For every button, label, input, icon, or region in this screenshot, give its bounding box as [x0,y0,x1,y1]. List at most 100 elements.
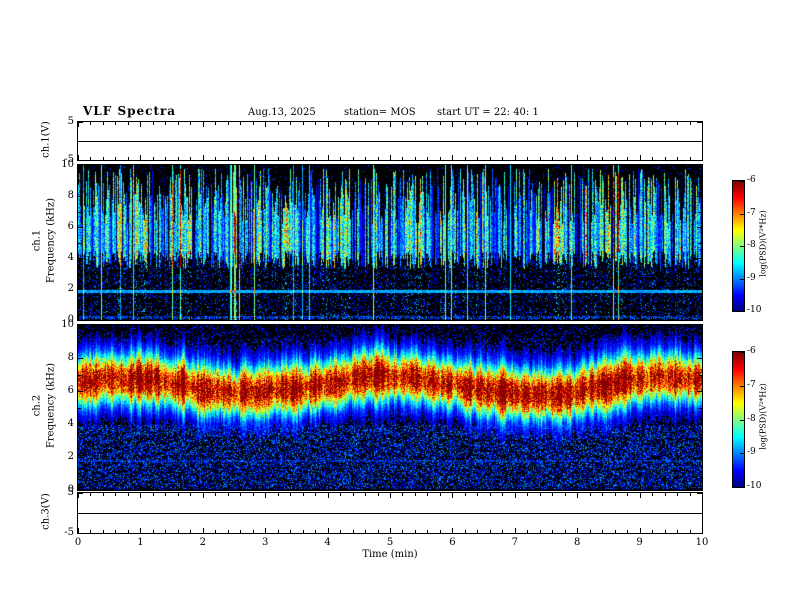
x-tick-mark [415,530,416,533]
x-tick-mark [452,493,453,498]
x-tick-mark [353,487,354,490]
x-tick-mark [215,317,216,320]
x-tick-mark [615,325,616,328]
x-tick-label: 5 [386,537,394,548]
x-tick-mark [378,493,379,496]
x-tick-mark [490,165,491,168]
x-tick-mark [452,315,453,320]
y-tick-mark [78,533,83,534]
x-tick-mark [627,530,628,533]
x-tick-mark [502,487,503,490]
y-minor-tick-mark [78,408,81,409]
x-tick-mark [278,325,279,328]
x-tick-mark [627,487,628,490]
x-tick-label: 0 [74,537,82,548]
x-tick-mark [552,325,553,328]
x-tick-mark [265,485,266,490]
x-tick-mark [115,530,116,533]
x-tick-mark [190,493,191,496]
y-minor-tick-mark [78,375,81,376]
x-tick-mark [490,325,491,328]
y-tick-label: 2 [67,451,74,462]
x-tick-mark [240,493,241,496]
y-tick-mark [697,289,702,290]
x-tick-label: 10 [695,537,709,548]
x-tick-mark [565,530,566,533]
y-tick-mark [78,165,83,166]
x-tick-mark [203,155,204,160]
y-tick-mark [697,122,702,123]
y-minor-tick-mark [78,274,81,275]
x-tick-mark [290,317,291,320]
x-tick-mark [265,165,266,170]
x-tick-mark [190,487,191,490]
x-tick-mark [677,487,678,490]
y-tick-label: -5 [64,154,74,165]
colorbar-tick-label: -10 [747,305,762,315]
ch3-voltage-panel [77,492,703,534]
x-tick-mark [702,528,703,533]
x-tick-mark [390,155,391,160]
x-tick-mark [228,122,229,125]
x-tick-mark [652,487,653,490]
x-tick-mark [315,165,316,168]
x-tick-mark [328,122,329,127]
y-tick-mark [78,289,83,290]
x-tick-mark [203,325,204,330]
x-tick-mark [340,493,341,496]
y-tick-mark [697,196,702,197]
x-tick-mark [365,530,366,533]
x-tick-mark [290,122,291,125]
x-tick-mark [290,165,291,168]
x-tick-mark [340,157,341,160]
x-tick-mark [527,122,528,125]
x-tick-mark [253,530,254,533]
x-tick-mark [402,487,403,490]
x-tick-mark [577,325,578,330]
x-tick-mark [540,317,541,320]
x-tick-mark [203,165,204,170]
x-tick-mark [365,325,366,328]
colorbar-tick-label: -6 [747,175,756,185]
y-tick-mark [697,391,702,392]
x-tick-mark [365,487,366,490]
ch2-colorbar-label: log(PSD)(V²*Hz) [758,383,768,450]
x-tick-label: 2 [199,537,206,548]
x-tick-mark [215,530,216,533]
x-tick-mark [303,530,304,533]
x-tick-label: 4 [324,537,331,548]
x-tick-mark [477,165,478,168]
x-tick-mark [303,122,304,125]
y-tick-mark [78,160,83,161]
colorbar-tick-mark [740,181,744,182]
x-tick-mark [565,157,566,160]
x-tick-mark [402,317,403,320]
x-tick-mark [577,122,578,127]
x-tick-mark [103,165,104,168]
x-tick-mark [365,157,366,160]
x-tick-mark [452,485,453,490]
x-tick-mark [452,155,453,160]
x-tick-mark [427,493,428,496]
x-tick-mark [315,530,316,533]
x-tick-mark [365,122,366,125]
x-tick-mark [203,485,204,490]
x-tick-mark [427,122,428,125]
x-tick-mark [178,493,179,496]
x-tick-mark [465,487,466,490]
ch3-voltage-ylabel: ch.3(V) [40,493,52,530]
x-tick-mark [452,165,453,170]
x-tick-mark [640,485,641,490]
x-tick-mark [90,325,91,328]
x-tick-mark [165,165,166,168]
x-tick-mark [640,528,641,533]
x-tick-mark [165,487,166,490]
x-tick-mark [165,493,166,496]
x-tick-label: 1 [137,537,144,548]
x-tick-mark [502,325,503,328]
x-tick-mark [415,317,416,320]
x-tick-mark [415,165,416,168]
x-tick-mark [328,315,329,320]
x-tick-mark [353,317,354,320]
y-tick-label: 0 [67,314,74,325]
